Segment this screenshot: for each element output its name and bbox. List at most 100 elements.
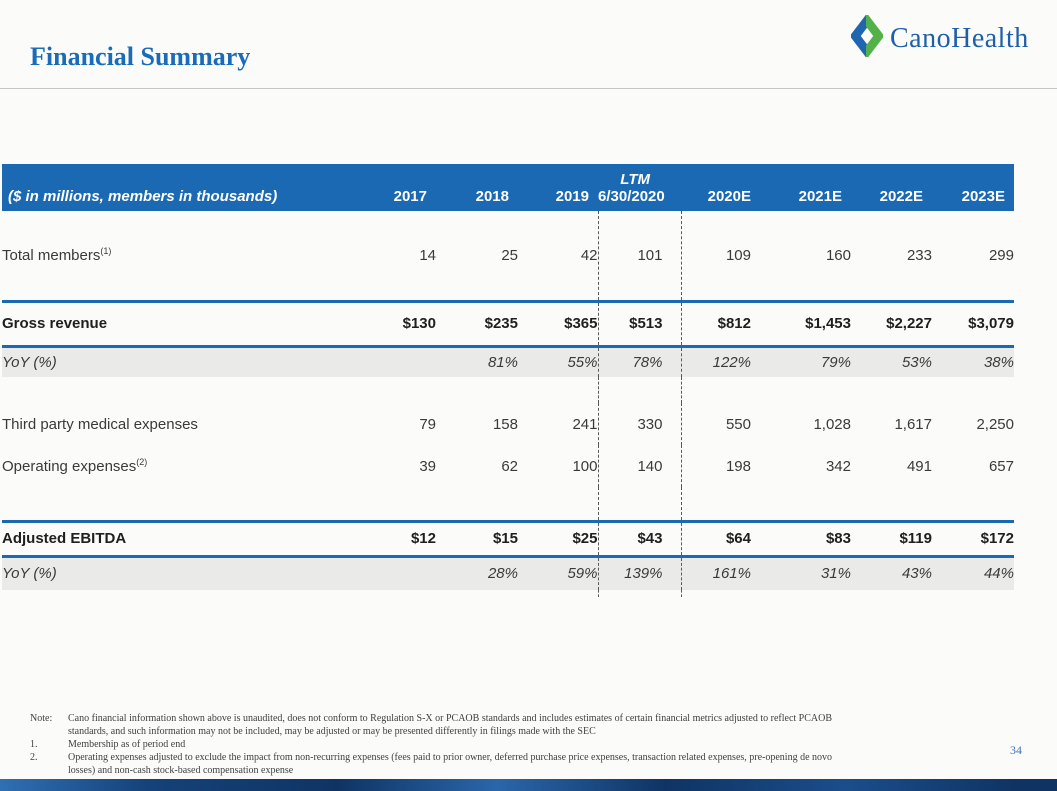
footnote-note: Note: Cano financial information shown a… [30,712,990,738]
cell: 53% [901,353,932,371]
col-2017: 2017 [393,188,427,205]
cell: 1,617 [894,415,932,433]
cell: $172 [980,530,1014,547]
cell: 79% [820,353,851,371]
page-title: Financial Summary [30,42,251,71]
cell: 122% [712,353,751,371]
col-2023e: 2023E [961,188,1005,205]
cell: 55% [518,346,599,377]
unit-label: ($ in millions, members in thousands) [8,188,278,205]
row-label: Operating expenses(2) [2,456,148,475]
company-logo: CanoHealth [850,14,1029,62]
cell: 100 [518,445,599,487]
footnote-1: 1. Membership as of period end [30,738,990,751]
ltm-label: LTM [620,171,650,188]
footnote-text: Operating expenses adjusted to exclude t… [68,752,833,776]
cell: $1,453 [805,315,851,332]
cano-diamond-icon [850,14,884,62]
cell: $2,227 [886,315,932,332]
cell: 241 [518,403,599,445]
row-label: YoY (%) [2,565,57,583]
cell: 43% [901,565,932,583]
cell: 38% [983,353,1014,371]
table-header-row: ($ in millions, members in thousands) 20… [2,164,1014,211]
footnote-label: Note: [30,713,53,724]
row-third-party-medical-expenses: Third party medical expenses 79 158 241 … [2,403,1014,445]
cell: 139% [598,556,682,590]
row-gross-revenue: Gross revenue $130 $235 $365 $513 $812 $… [2,301,1014,346]
cell: 550 [725,415,751,433]
financial-summary-table: ($ in millions, members in thousands) 20… [2,164,1014,597]
cell: 14 [419,246,436,264]
spacer-row [2,487,1014,521]
ltm-date: 6/30/2020 [598,188,665,205]
cell: 62 [501,457,518,475]
cell: 140 [598,445,682,487]
col-ltm: LTM 6/30/2020 [598,164,681,211]
cell: 78% [598,346,682,377]
footnote-ref-2: (2) [136,456,148,467]
cell: 81% [487,353,518,371]
cell: 299 [988,246,1014,264]
footnote-text: Membership as of period end [68,739,186,750]
footnotes: Note: Cano financial information shown a… [30,712,990,777]
cell: $15 [492,530,518,547]
row-label: Gross revenue [2,315,108,332]
row-label: Third party medical expenses [2,415,198,433]
cell: $25 [518,521,599,556]
cell: $119 [899,530,932,547]
cell: 657 [988,457,1014,475]
cell: 233 [906,246,932,264]
cell: 342 [825,457,851,475]
logo-text: CanoHealth [890,22,1029,54]
cell: 59% [518,556,599,590]
cell [354,346,436,377]
col-2021e: 2021E [798,188,842,205]
row-label: Total members(1) [2,245,112,264]
cell: 160 [825,246,851,264]
row-label: YoY (%) [2,353,57,371]
footnote-ref-1: (1) [100,245,112,256]
cell: 161% [712,565,751,583]
cell: 44% [983,565,1014,583]
cell: $812 [717,315,751,332]
cell: $12 [410,530,436,547]
col-2018: 2018 [475,188,509,205]
cell: 42 [518,211,599,301]
footnote-label: 2. [30,752,38,763]
footnote-2: 2. Operating expenses adjusted to exclud… [30,751,990,777]
cell: 25 [501,246,518,264]
row-label: Adjusted EBITDA [2,530,127,547]
footnote-label: 1. [30,739,38,750]
cell: $64 [725,530,751,547]
cell: 1,028 [813,415,851,433]
cell: 39 [419,457,436,475]
cell: 31% [820,565,851,583]
col-2020e: 2020E [707,188,751,205]
cell: $83 [825,530,851,547]
cell: 491 [906,457,932,475]
cell [354,556,436,590]
cell: $130 [402,315,436,332]
cell: 101 [598,211,682,301]
cell: 198 [725,457,751,475]
page-number: 34 [1010,743,1022,757]
col-2019: 2019 [555,188,589,205]
cell: $235 [484,315,518,332]
cell: $43 [598,521,682,556]
bottom-accent-bar [0,779,1057,791]
cell: $3,079 [968,315,1014,332]
cell: 28% [487,565,518,583]
cell: 158 [492,415,518,433]
row-total-members: Total members(1) 14 25 42 101 109 160 23… [2,211,1014,301]
col-2022e: 2022E [879,188,923,205]
spacer-row [2,377,1014,403]
cell: $365 [518,301,599,346]
row-yoy-revenue: YoY (%) 81% 55% 78% 122% 79% 53% 38% [2,346,1014,377]
cell: 79 [419,415,436,433]
cell: 330 [598,403,682,445]
cell: 2,250 [976,415,1014,433]
row-operating-expenses: Operating expenses(2) 39 62 100 140 198 … [2,445,1014,487]
row-yoy-ebitda: YoY (%) 28% 59% 139% 161% 31% 43% 44% [2,556,1014,590]
